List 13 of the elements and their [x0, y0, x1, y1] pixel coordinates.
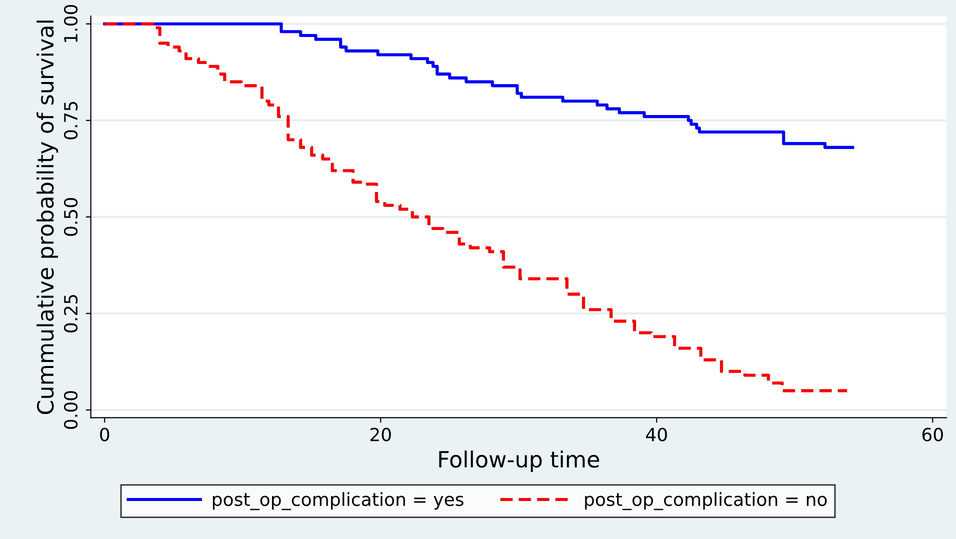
y-tick-label: 0.75: [64, 102, 78, 140]
y-tick-label: 0.25: [64, 294, 78, 332]
y-tick-label: 0.00: [64, 391, 78, 429]
y-axis-title: Cummulative probability of survival: [36, 20, 58, 414]
y-tick-label: 0.50: [64, 198, 78, 236]
y-tick-label: 1.00: [64, 4, 78, 42]
x-tick-label: 40: [646, 428, 667, 442]
x-tick-label: 60: [922, 428, 943, 442]
legend-label: post_op_complication = yes: [212, 492, 464, 510]
legend-label: post_op_complication = no: [585, 492, 827, 510]
x-tick-label: 0: [100, 428, 110, 442]
x-axis-title: Follow-up time: [439, 450, 600, 472]
x-tick-label: 20: [370, 428, 391, 442]
